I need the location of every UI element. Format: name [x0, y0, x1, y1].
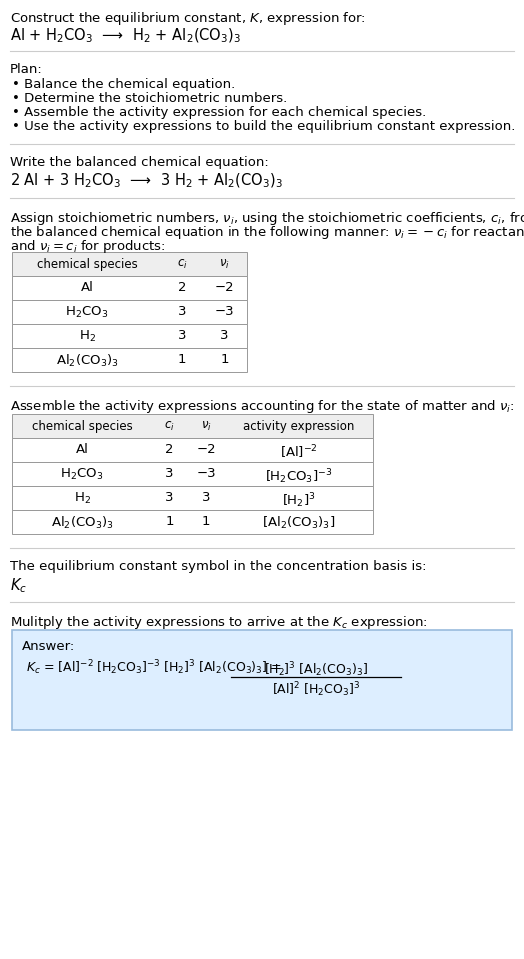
Bar — [12, 630, 512, 730]
Text: 1: 1 — [178, 353, 186, 366]
Text: • Balance the chemical equation.: • Balance the chemical equation. — [12, 78, 235, 91]
Text: 3: 3 — [220, 329, 229, 342]
Text: and $\nu_i = c_i$ for products:: and $\nu_i = c_i$ for products: — [10, 238, 166, 255]
Text: H$_2$CO$_3$: H$_2$CO$_3$ — [60, 467, 104, 482]
Text: −3: −3 — [215, 305, 234, 318]
Text: 2: 2 — [165, 443, 174, 456]
Text: 3: 3 — [165, 467, 174, 480]
Text: $c_i$: $c_i$ — [177, 258, 188, 271]
Text: [H$_2$]$^3$ [Al$_2$(CO$_3$)$_3$]: [H$_2$]$^3$ [Al$_2$(CO$_3$)$_3$] — [264, 660, 368, 679]
Text: 3: 3 — [178, 329, 186, 342]
Text: $K_c$: $K_c$ — [10, 576, 27, 595]
Text: 1: 1 — [220, 353, 229, 366]
Text: Al + H$_2$CO$_3$  ⟶  H$_2$ + Al$_2$(CO$_3$)$_3$: Al + H$_2$CO$_3$ ⟶ H$_2$ + Al$_2$(CO$_3$… — [10, 27, 241, 45]
Text: [H$_2$CO$_3$]$^{-3}$: [H$_2$CO$_3$]$^{-3}$ — [265, 467, 333, 485]
Text: −2: −2 — [196, 443, 216, 456]
Text: Al: Al — [81, 281, 93, 294]
Text: $\nu_i$: $\nu_i$ — [201, 420, 211, 433]
Text: H$_2$CO$_3$: H$_2$CO$_3$ — [66, 305, 108, 320]
Bar — [12, 348, 247, 372]
Text: [H$_2$]$^3$: [H$_2$]$^3$ — [282, 491, 316, 509]
Bar — [12, 510, 373, 534]
Text: Al$_2$(CO$_3$)$_3$: Al$_2$(CO$_3$)$_3$ — [56, 353, 118, 369]
Text: 1: 1 — [202, 515, 210, 528]
Text: H$_2$: H$_2$ — [79, 329, 95, 344]
Text: Assign stoichiometric numbers, $\nu_i$, using the stoichiometric coefficients, $: Assign stoichiometric numbers, $\nu_i$, … — [10, 210, 524, 227]
Text: H$_2$: H$_2$ — [73, 491, 91, 506]
Text: Write the balanced chemical equation:: Write the balanced chemical equation: — [10, 156, 269, 169]
Text: Answer:: Answer: — [22, 640, 75, 653]
Text: [Al]$^{-2}$: [Al]$^{-2}$ — [280, 443, 318, 460]
Text: [Al]$^2$ [H$_2$CO$_3$]$^3$: [Al]$^2$ [H$_2$CO$_3$]$^3$ — [272, 680, 360, 699]
Text: Al: Al — [75, 443, 89, 456]
Text: 3: 3 — [202, 491, 210, 504]
Text: activity expression: activity expression — [243, 420, 355, 433]
Text: • Determine the stoichiometric numbers.: • Determine the stoichiometric numbers. — [12, 92, 287, 105]
Text: 2 Al + 3 H$_2$CO$_3$  ⟶  3 H$_2$ + Al$_2$(CO$_3$)$_3$: 2 Al + 3 H$_2$CO$_3$ ⟶ 3 H$_2$ + Al$_2$(… — [10, 172, 283, 191]
Text: • Use the activity expressions to build the equilibrium constant expression.: • Use the activity expressions to build … — [12, 120, 516, 133]
Text: 3: 3 — [178, 305, 186, 318]
Text: −2: −2 — [215, 281, 234, 294]
Text: −3: −3 — [196, 467, 216, 480]
Text: chemical species: chemical species — [31, 420, 133, 433]
Bar — [12, 486, 373, 510]
Text: Plan:: Plan: — [10, 63, 43, 76]
Text: 2: 2 — [178, 281, 186, 294]
Bar — [12, 438, 373, 462]
Text: The equilibrium constant symbol in the concentration basis is:: The equilibrium constant symbol in the c… — [10, 560, 427, 573]
Text: the balanced chemical equation in the following manner: $\nu_i = -c_i$ for react: the balanced chemical equation in the fo… — [10, 224, 524, 241]
Text: 1: 1 — [165, 515, 174, 528]
Bar — [12, 324, 247, 348]
Text: $c_i$: $c_i$ — [164, 420, 175, 433]
Text: Mulitply the activity expressions to arrive at the $K_c$ expression:: Mulitply the activity expressions to arr… — [10, 614, 428, 631]
Text: [Al$_2$(CO$_3$)$_3$]: [Al$_2$(CO$_3$)$_3$] — [263, 515, 335, 531]
Text: $K_c$ = [Al]$^{-2}$ [H$_2$CO$_3$]$^{-3}$ [H$_2$]$^3$ [Al$_2$(CO$_3$)$_3$] =: $K_c$ = [Al]$^{-2}$ [H$_2$CO$_3$]$^{-3}$… — [26, 658, 282, 677]
Text: Al$_2$(CO$_3$)$_3$: Al$_2$(CO$_3$)$_3$ — [51, 515, 113, 531]
Text: • Assemble the activity expression for each chemical species.: • Assemble the activity expression for e… — [12, 106, 426, 119]
Text: $\nu_i$: $\nu_i$ — [219, 258, 230, 271]
Text: chemical species: chemical species — [37, 258, 137, 271]
Bar — [12, 276, 247, 300]
Bar — [12, 300, 247, 324]
Text: 3: 3 — [165, 491, 174, 504]
Text: Assemble the activity expressions accounting for the state of matter and $\nu_i$: Assemble the activity expressions accoun… — [10, 398, 515, 415]
Bar — [12, 252, 247, 276]
Text: Construct the equilibrium constant, $K$, expression for:: Construct the equilibrium constant, $K$,… — [10, 10, 366, 27]
Bar — [12, 462, 373, 486]
Bar — [12, 414, 373, 438]
